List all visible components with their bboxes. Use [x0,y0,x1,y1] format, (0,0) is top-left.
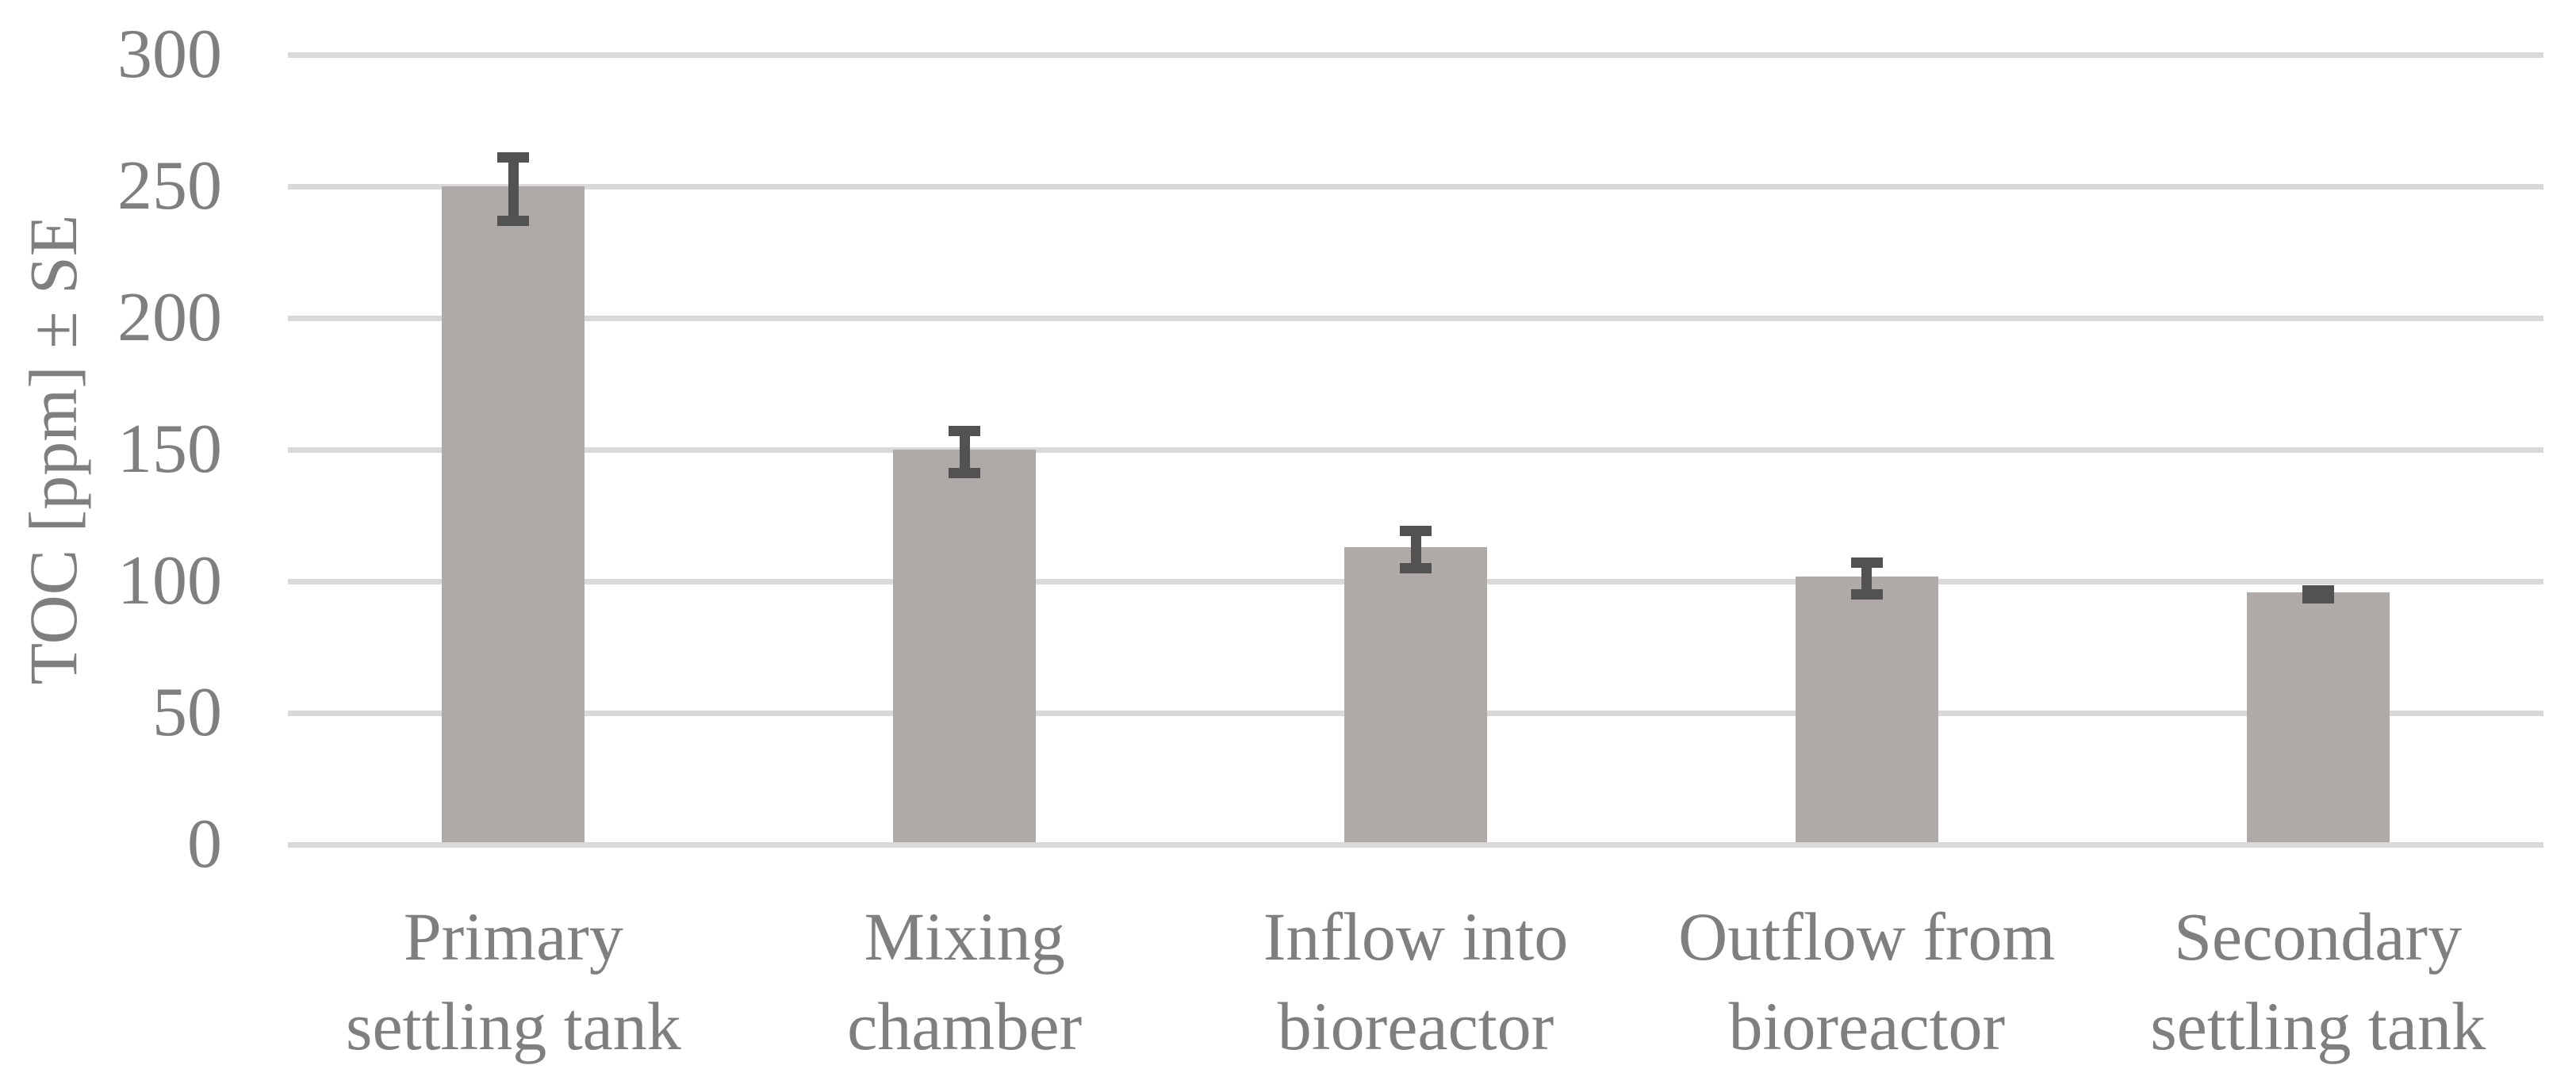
bar [2246,592,2390,842]
gridline [288,315,2543,321]
gridline [288,52,2543,58]
x-category-label-line: chamber [847,988,1083,1064]
error-bar-cap [949,426,981,437]
error-bar [1410,531,1421,569]
x-category-label-line: bioreactor [1728,988,2006,1064]
y-tick-label: 250 [117,148,222,224]
error-bar-cap [497,151,530,163]
error-bar-cap [1850,589,1883,600]
x-category-label: Secondary settling tank [2080,892,2556,1071]
error-bar [959,431,970,473]
x-category-label-line: Mixing [864,899,1065,975]
error-bar-cap [1850,557,1883,569]
error-bar-cap [2302,585,2334,596]
x-category-label: Outflow from bioreactor [1629,892,2105,1071]
bar [1344,547,1487,842]
x-category-label-line: bioreactor [1277,988,1554,1064]
y-tick-label: 0 [187,806,222,883]
bar [442,186,585,842]
bar [893,450,1037,842]
x-category-label-line: Inflow into [1263,899,1569,975]
x-category-label: Mixing chamber [726,892,1202,1071]
x-category-label: Primary settling tank [275,892,751,1071]
error-bar [1861,562,1873,595]
y-tick-label: 50 [152,674,222,751]
y-tick-label: 300 [117,16,222,93]
error-bar-cap [1400,526,1432,537]
gridline [288,446,2543,453]
x-category-label: Inflow into bioreactor [1178,892,1654,1071]
error-bar-cap [2302,593,2334,604]
x-category-label-line: Secondary [2174,899,2463,975]
error-bar-cap [1400,562,1432,573]
gridline [288,183,2543,190]
y-tick-label: 200 [117,279,222,356]
x-category-label-line: Outflow from [1678,899,2056,975]
x-category-label-line: Primary [403,899,623,975]
bar [1795,576,1938,842]
y-tick-label: 100 [117,542,222,619]
error-bar [508,157,519,221]
x-category-label-line: settling tank [2150,988,2486,1064]
x-category-label-line: settling tank [346,988,681,1064]
error-bar-cap [497,215,530,226]
gridline [288,841,2543,848]
error-bar-cap [949,468,981,479]
y-tick-label: 150 [117,411,222,488]
